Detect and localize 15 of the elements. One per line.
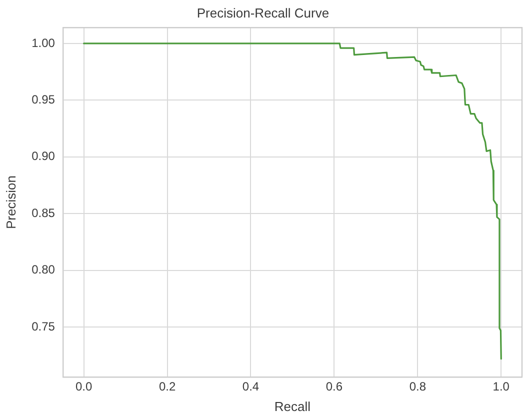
x-tick-label: 0.8 — [409, 380, 426, 394]
y-tick-label: 0.90 — [32, 149, 56, 164]
y-tick-label: 0.75 — [32, 319, 56, 334]
y-axis-title: Precision — [3, 176, 18, 230]
chart-title: Precision-Recall Curve — [196, 5, 330, 20]
x-tick-label: 0.2 — [158, 380, 176, 394]
x-tick-label: 0.0 — [75, 380, 92, 394]
x-tick-label: 1.0 — [492, 380, 510, 394]
y-tick-label: 0.85 — [32, 206, 56, 220]
x-tick-label: 0.4 — [242, 380, 260, 394]
y-tick-label: 1.00 — [32, 36, 56, 50]
y-tick-label: 0.95 — [32, 92, 56, 107]
x-axis-title: Recall — [274, 398, 311, 414]
x-tick-label: 0.6 — [326, 380, 343, 394]
y-tick-label: 0.80 — [32, 262, 56, 277]
